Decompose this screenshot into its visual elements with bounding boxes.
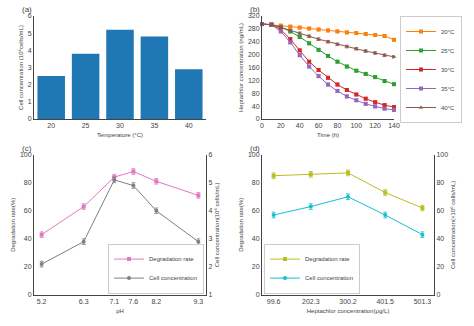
svg-text:(b): (b): [250, 5, 260, 14]
svg-text:2: 2: [208, 263, 212, 270]
svg-text:Cell concentration: Cell concentration: [149, 275, 197, 281]
svg-text:Cell concentration(10⁶ cells/m: Cell concentration(10⁶ cells/mL): [214, 182, 220, 267]
svg-text:1: 1: [208, 291, 212, 298]
svg-text:320: 320: [248, 12, 260, 19]
svg-text:200: 200: [248, 51, 260, 58]
svg-text:20°C: 20°C: [441, 29, 455, 35]
svg-text:40: 40: [296, 122, 304, 129]
svg-text:80: 80: [252, 179, 260, 186]
svg-text:40: 40: [436, 235, 444, 242]
svg-text:0: 0: [28, 291, 32, 298]
svg-text:0: 0: [436, 291, 440, 298]
svg-text:20: 20: [24, 263, 32, 270]
svg-text:Degradation rate: Degradation rate: [305, 256, 350, 262]
svg-text:100: 100: [436, 151, 448, 158]
svg-text:401.5: 401.5: [376, 298, 394, 305]
svg-text:(c): (c): [22, 144, 32, 153]
svg-text:7.1: 7.1: [109, 298, 119, 305]
svg-text:501.3: 501.3: [414, 298, 432, 305]
svg-text:80: 80: [334, 122, 342, 129]
svg-text:60: 60: [24, 207, 32, 214]
svg-text:7.6: 7.6: [129, 298, 139, 305]
svg-text:240: 240: [248, 38, 260, 45]
svg-text:25: 25: [82, 122, 90, 129]
svg-text:6: 6: [28, 12, 32, 19]
svg-text:280: 280: [248, 25, 260, 32]
svg-text:30: 30: [116, 122, 124, 129]
svg-text:(d): (d): [250, 144, 260, 153]
svg-text:6.3: 6.3: [79, 298, 89, 305]
svg-text:9.3: 9.3: [193, 298, 203, 305]
svg-text:4: 4: [28, 47, 32, 54]
svg-text:35°C: 35°C: [441, 86, 455, 92]
svg-text:Cell concentration: Cell concentration: [305, 275, 353, 281]
svg-text:20: 20: [277, 122, 285, 129]
svg-text:100: 100: [20, 151, 32, 158]
svg-text:Degradation rate(%): Degradation rate(%): [10, 198, 16, 252]
svg-text:5: 5: [208, 179, 212, 186]
svg-text:Time (h): Time (h): [317, 132, 339, 138]
svg-text:40: 40: [24, 235, 32, 242]
svg-text:Heptachlor concentration (ng/m: Heptachlor concentration (ng/mL): [238, 23, 244, 112]
svg-text:40: 40: [185, 122, 193, 129]
svg-text:4: 4: [208, 207, 212, 214]
svg-text:Degradation rate: Degradation rate: [149, 256, 194, 262]
svg-text:140: 140: [388, 122, 400, 129]
svg-text:20: 20: [252, 263, 260, 270]
svg-text:40: 40: [252, 235, 260, 242]
svg-text:5: 5: [28, 30, 32, 37]
svg-text:80: 80: [436, 179, 444, 186]
svg-text:120: 120: [369, 122, 381, 129]
svg-text:0: 0: [256, 115, 260, 122]
svg-text:120: 120: [248, 77, 260, 84]
svg-text:25°C: 25°C: [441, 48, 455, 54]
svg-text:160: 160: [248, 64, 260, 71]
svg-text:1: 1: [28, 98, 32, 105]
svg-text:Cell concentration (10⁶cells/m: Cell concentration (10⁶cells/mL): [18, 25, 24, 110]
svg-text:100: 100: [248, 151, 260, 158]
svg-text:5.2: 5.2: [37, 298, 47, 305]
svg-text:20: 20: [47, 122, 55, 129]
svg-text:35: 35: [151, 122, 159, 129]
svg-text:3: 3: [28, 64, 32, 71]
svg-text:2: 2: [28, 81, 32, 88]
svg-text:3: 3: [208, 235, 212, 242]
svg-text:(a): (a): [22, 5, 32, 14]
svg-text:100: 100: [350, 122, 362, 129]
svg-text:Degradation rate(%): Degradation rate(%): [238, 198, 244, 252]
svg-text:8.2: 8.2: [151, 298, 161, 305]
svg-text:0: 0: [260, 122, 264, 129]
svg-text:60: 60: [436, 207, 444, 214]
svg-text:Cell concentration(×10⁶ cells/: Cell concentration(×10⁶ cells/mL): [450, 181, 456, 269]
svg-text:80: 80: [252, 90, 260, 97]
svg-text:80: 80: [24, 179, 32, 186]
svg-text:20: 20: [436, 263, 444, 270]
svg-text:40: 40: [252, 103, 260, 110]
svg-text:60: 60: [315, 122, 323, 129]
svg-text:40°C: 40°C: [441, 105, 455, 111]
svg-text:202.3: 202.3: [302, 298, 320, 305]
svg-text:300.2: 300.2: [339, 298, 357, 305]
svg-text:pH: pH: [116, 308, 124, 314]
svg-text:0: 0: [28, 115, 32, 122]
svg-text:6: 6: [208, 151, 212, 158]
svg-text:0: 0: [256, 291, 260, 298]
svg-text:99.6: 99.6: [267, 298, 281, 305]
svg-text:Temperature (°C): Temperature (°C): [97, 132, 143, 138]
svg-text:60: 60: [252, 207, 260, 214]
svg-text:Heptachlor concentration(μg/L): Heptachlor concentration(μg/L): [307, 308, 390, 314]
svg-text:30°C: 30°C: [441, 67, 455, 73]
